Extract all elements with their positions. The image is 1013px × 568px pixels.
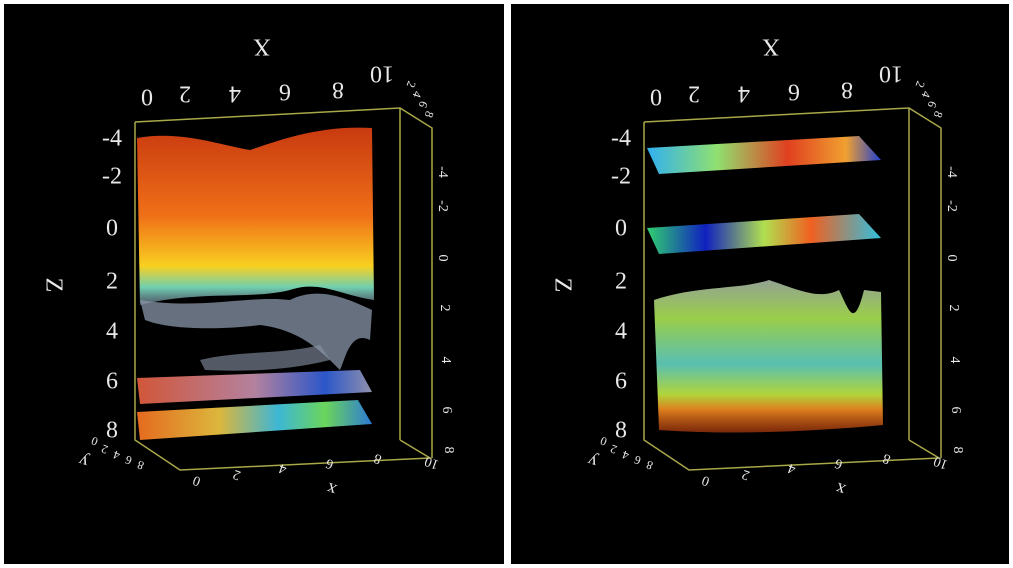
axis-text: -4 — [435, 166, 450, 178]
axis-text: 8 — [615, 418, 627, 444]
axis-text: 4 — [947, 357, 962, 364]
axis-text: 8 — [950, 447, 965, 454]
axis-text: 4 — [229, 80, 241, 106]
axis-text: 10 — [370, 60, 394, 86]
axis-text: 0 — [944, 255, 959, 262]
axis-text: X — [762, 33, 779, 59]
axis-text: 8 — [106, 418, 118, 444]
axis-text: 6 — [106, 369, 118, 395]
axis-text: -2 — [102, 164, 122, 190]
volume — [137, 128, 374, 305]
axis-text: -2 — [435, 200, 450, 212]
axis-text: -4 — [944, 166, 959, 178]
axis-text: 4 — [438, 357, 453, 364]
axis-text: -2 — [611, 164, 631, 190]
axis-text: 10 — [879, 60, 903, 86]
axis-text: -2 — [944, 200, 959, 212]
axis-text: Z — [40, 278, 66, 293]
axis-text: 8 — [441, 447, 456, 454]
axis-text: 6 — [439, 407, 454, 414]
axis-text: 0 — [435, 255, 450, 262]
axis-text: 0 — [106, 216, 118, 242]
axis-text: 6 — [279, 78, 291, 104]
axis-text: 8 — [332, 76, 344, 102]
axis-text: 0 — [650, 83, 662, 109]
axis-text: 6 — [788, 78, 800, 104]
axis-text: Z — [549, 278, 575, 293]
screenshot: XZxy0246810-4-202468-4-20246802468100246… — [0, 0, 1013, 568]
axis-text: 8 — [841, 76, 853, 102]
axis-text: 0 — [141, 83, 153, 109]
axis-text: 2 — [106, 269, 118, 295]
axis-text: 6 — [948, 407, 963, 414]
axis-text: 2 — [615, 269, 627, 295]
axis-text: X — [253, 33, 270, 59]
axis-text: 0 — [615, 216, 627, 242]
axis-text: 6 — [615, 369, 627, 395]
axis-text: 4 — [106, 319, 118, 345]
axis-text: 4 — [738, 80, 750, 106]
axis-text: -4 — [102, 126, 122, 152]
axis-text: 2 — [688, 80, 700, 106]
axis-text: -4 — [611, 126, 631, 152]
axis-text: 2 — [946, 305, 961, 312]
axis-text: 2 — [179, 80, 191, 106]
axis-text: 4 — [615, 319, 627, 345]
axis-text: 2 — [437, 305, 452, 312]
